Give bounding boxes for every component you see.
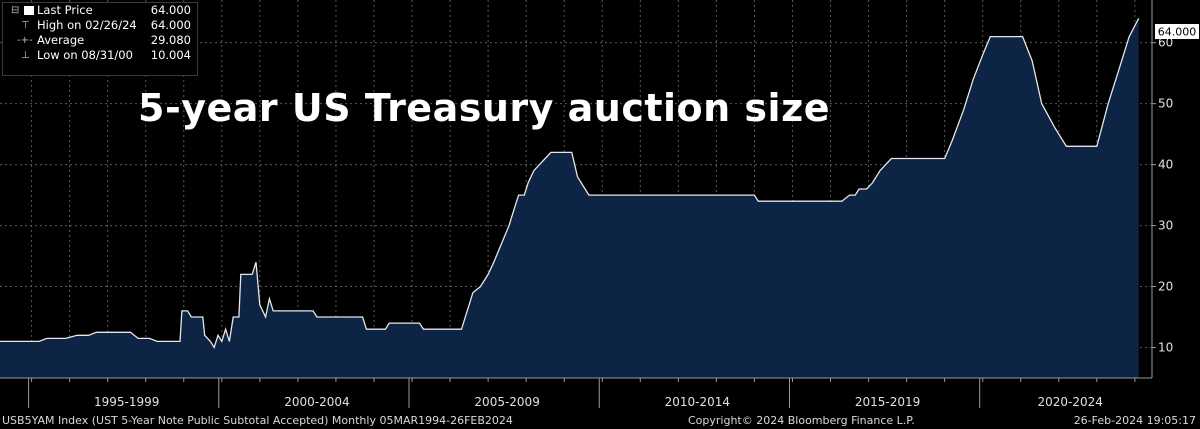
legend: ⊟ Last Price 64.000 ⊤ High on 02/26/24 6… — [2, 2, 198, 76]
y-tick-label: 50 — [1158, 97, 1173, 111]
x-tick-label: 2000-2004 — [284, 395, 349, 409]
x-tick-label: 2010-2014 — [665, 395, 730, 409]
low-marker-icon: ⊥ — [21, 50, 30, 61]
series-line — [0, 18, 1140, 350]
x-tick-label: 1995-1999 — [94, 395, 159, 409]
legend-row-average: -+- Average 29.080 — [3, 33, 197, 48]
last-price-label: 64.000 — [1158, 26, 1197, 39]
x-tick-label: 2015-2019 — [855, 395, 920, 409]
legend-label: Low on 08/31/00 — [37, 48, 133, 62]
series-area — [0, 18, 1139, 379]
legend-row-high: ⊤ High on 02/26/24 64.000 — [3, 18, 197, 33]
legend-label: Average — [37, 33, 85, 47]
legend-value: 29.080 — [150, 33, 191, 47]
series-swatch — [24, 6, 34, 15]
footer-copyright: Copyright© 2024 Bloomberg Finance L.P. — [688, 414, 915, 427]
legend-row-low: ⊥ Low on 08/31/00 10.004 — [3, 48, 197, 63]
x-tick-label: 2020-2024 — [1037, 395, 1102, 409]
footer-security-description: USB5YAM Index (UST 5-Year Note Public Su… — [2, 414, 513, 427]
y-tick-label: 40 — [1158, 158, 1173, 172]
y-tick-label: 30 — [1158, 219, 1173, 233]
legend-value: 10.004 — [150, 48, 191, 62]
y-tick-label: 60 — [1158, 36, 1173, 50]
last-price-box — [1155, 24, 1199, 39]
x-tick-label: 2005-2009 — [474, 395, 539, 409]
legend-label: Last Price — [37, 3, 93, 17]
overlay-title: 5-year US Treasury auction size — [138, 86, 830, 130]
last-price-marker: 64.000 — [1155, 24, 1199, 39]
footer-bar: USB5YAM Index (UST 5-Year Note Public Su… — [0, 412, 1200, 429]
y-axis-ticks: 10 20 30 40 50 60 — [1152, 36, 1173, 355]
average-marker-icon: -+- — [17, 35, 33, 46]
legend-label: High on 02/26/24 — [37, 18, 137, 32]
collapse-icon[interactable]: ⊟ — [11, 5, 20, 16]
high-marker-icon: ⊤ — [21, 20, 30, 31]
footer-timestamp: 26-Feb-2024 19:05:17 — [1073, 414, 1196, 427]
legend-value: 64.000 — [150, 18, 191, 32]
x-axis-ticks: 1995-1999 2000-2004 2005-2009 2010-2014 2015… — [28, 378, 1136, 409]
y-tick-label: 20 — [1158, 280, 1173, 294]
legend-value: 64.000 — [150, 3, 191, 17]
legend-row-last-price: ⊟ Last Price 64.000 — [3, 3, 197, 18]
y-tick-label: 10 — [1158, 341, 1173, 355]
